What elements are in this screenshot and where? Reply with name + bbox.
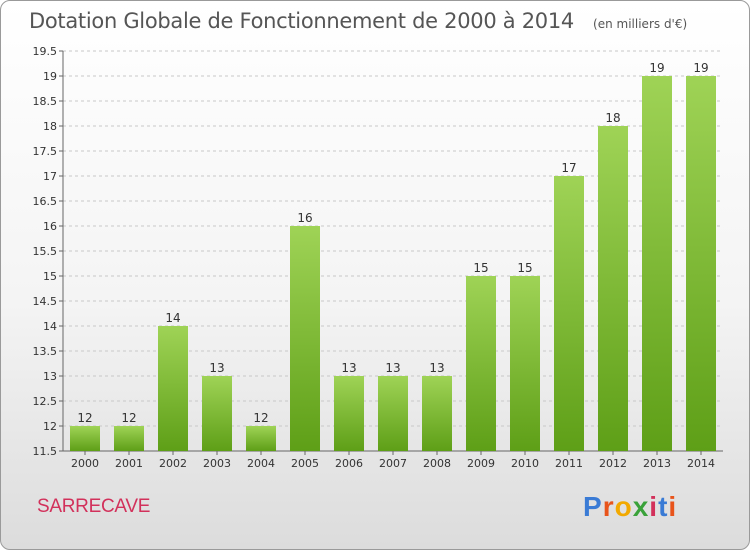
y-tick-label: 14: [43, 320, 57, 333]
data-label: 13: [341, 361, 356, 375]
data-label: 16: [297, 211, 312, 225]
logo-letter: P: [583, 491, 603, 522]
x-tick-label: 2012: [599, 457, 627, 470]
data-label: 12: [77, 411, 92, 425]
y-tick-label: 12.5: [33, 395, 58, 408]
x-tick-label: 2000: [71, 457, 99, 470]
chart-subtitle: (en milliers d'€): [593, 17, 688, 31]
bar-2009: [466, 276, 496, 451]
data-label: 17: [561, 161, 576, 175]
x-tick-label: 2002: [159, 457, 187, 470]
y-tick-label: 16: [43, 220, 57, 233]
x-tick-label: 2001: [115, 457, 143, 470]
bar-2012: [598, 126, 628, 451]
data-label: 18: [605, 111, 620, 125]
x-tick-label: 2007: [379, 457, 407, 470]
proxiti-logo[interactable]: Proxiti: [583, 491, 677, 523]
y-tick-label: 13: [43, 370, 57, 383]
x-tick-labels: 2000 2001 2002 2003 2004 2005 2006 2007 2008 2009…: [71, 451, 715, 470]
y-tick-label: 17.5: [33, 145, 58, 158]
data-label: 12: [121, 411, 136, 425]
data-label: 15: [517, 261, 532, 275]
title-line: Dotation Globale de Fonctionnement de 20…: [29, 9, 687, 33]
x-tick-label: 2008: [423, 457, 451, 470]
bar-2008: [422, 376, 452, 451]
x-tick-label: 2014: [687, 457, 715, 470]
logo-letter: i: [649, 491, 659, 522]
data-label: 13: [209, 361, 224, 375]
y-tick-label: 15.5: [33, 245, 58, 258]
x-tick-label: 2004: [247, 457, 275, 470]
data-labels: 12 12 14 13 12 16 13 13 13 15 15 17 18 19 19: [77, 61, 708, 425]
x-tick-label: 2005: [291, 457, 319, 470]
logo-letter: i: [668, 491, 678, 522]
data-label: 19: [649, 61, 664, 75]
bar-2011: [554, 176, 584, 451]
logo-letter: x: [632, 491, 650, 522]
y-tick-label: 17: [43, 170, 57, 183]
bar-2007: [378, 376, 408, 451]
bar-2013: [642, 76, 672, 451]
bar-2002: [158, 326, 188, 451]
y-tick-label: 15: [43, 270, 57, 283]
y-tick-label: 14.5: [33, 295, 58, 308]
bar-2010: [510, 276, 540, 451]
logo-letter: o: [614, 491, 633, 522]
data-label: 14: [165, 311, 180, 325]
bar-2000: [70, 426, 100, 451]
y-tick-label: 19.5: [33, 45, 58, 58]
x-tick-label: 2006: [335, 457, 363, 470]
y-tick-label: 13.5: [33, 345, 58, 358]
data-label: 19: [693, 61, 708, 75]
y-tick-labels: 11.5 12 12.5 13 13.5 14 14.5 15 15.5 16 16.5 17 17.5…: [33, 45, 63, 458]
y-tick-label: 18: [43, 120, 57, 133]
data-label: 12: [253, 411, 268, 425]
y-tick-label: 12: [43, 420, 57, 433]
x-tick-label: 2013: [643, 457, 671, 470]
bar-2004: [246, 426, 276, 451]
bar-2005: [290, 226, 320, 451]
bar-2001: [114, 426, 144, 451]
chart-title: Dotation Globale de Fonctionnement de 20…: [29, 9, 574, 33]
x-tick-label: 2011: [555, 457, 583, 470]
logo-letter: t: [658, 491, 669, 522]
logo-letter: r: [602, 491, 615, 522]
x-tick-label: 2010: [511, 457, 539, 470]
bars: [70, 76, 716, 451]
data-label: 13: [429, 361, 444, 375]
bar-2014: [686, 76, 716, 451]
x-tick-label: 2009: [467, 457, 495, 470]
x-tick-label: 2003: [203, 457, 231, 470]
y-tick-label: 11.5: [33, 445, 58, 458]
y-tick-label: 18.5: [33, 95, 58, 108]
commune-name: SARRECAVE: [37, 496, 151, 517]
data-label: 13: [385, 361, 400, 375]
y-tick-label: 16.5: [33, 195, 58, 208]
data-label: 15: [473, 261, 488, 275]
bar-2006: [334, 376, 364, 451]
bar-2003: [202, 376, 232, 451]
y-tick-label: 19: [43, 70, 57, 83]
